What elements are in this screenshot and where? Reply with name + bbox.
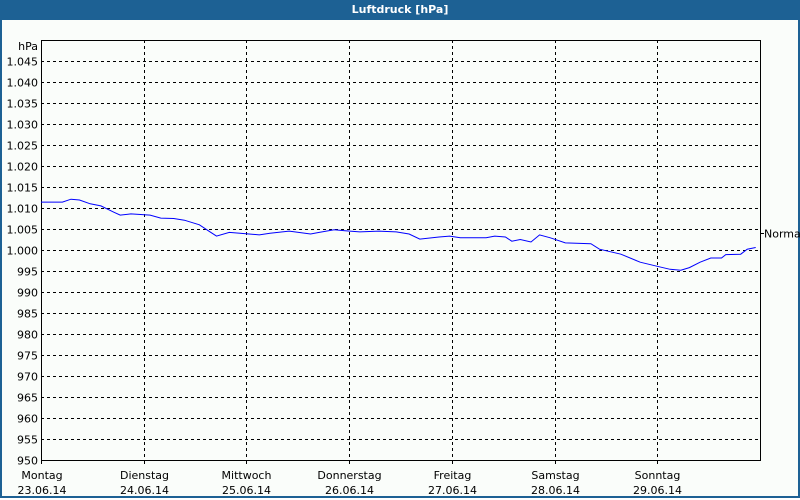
x-ticks: Montag 23.06.14 Dienstag 24.06.14 Mittwoch 25… (18, 460, 682, 497)
y-tick-label: 970 (17, 371, 38, 384)
y-tick-label: 975 (17, 350, 38, 363)
y-tick-label: 1.035 (7, 98, 39, 111)
y-tick-label: 1.010 (7, 203, 39, 216)
x-tick-day: Donnerstag (317, 469, 381, 482)
y-tick-label: 1.045 (7, 56, 39, 69)
x-tick-date: 26.06.14 (325, 484, 374, 497)
x-tick-date: 23.06.14 (18, 484, 67, 497)
x-tick-date: 27.06.14 (428, 484, 477, 497)
plot-frame (41, 40, 761, 461)
y-tick-label: 1.000 (7, 245, 39, 258)
x-tick-day: Montag (21, 469, 62, 482)
y-tick-label: 1.020 (7, 161, 39, 174)
x-tick-day: Freitag (434, 469, 472, 482)
window-title: Luftdruck [hPa] (0, 0, 800, 20)
x-tick-day: Dienstag (120, 469, 169, 482)
x-tick-date: 25.06.14 (222, 484, 271, 497)
y-tick-label: 1.040 (7, 77, 39, 90)
x-tick-day: Mittwoch (222, 469, 272, 482)
x-tick-date: 29.06.14 (633, 484, 682, 497)
y-tick-label: 995 (17, 266, 38, 279)
x-tick-day: Samstag (531, 469, 579, 482)
grid (41, 40, 760, 460)
y-tick-label: 1.015 (7, 182, 39, 195)
y-tick-label: 950 (17, 455, 38, 468)
pressure-line (41, 198, 756, 271)
y-axis-label: hPa (18, 40, 38, 53)
y-tick-label: 990 (17, 287, 38, 300)
y-ticks: 950 955 960 965 970 975 980 985 990 995 1.000 1.005… (7, 56, 39, 468)
normal-label: Normal (764, 228, 800, 241)
y-tick-label: 965 (17, 392, 38, 405)
x-tick-date: 28.06.14 (531, 484, 580, 497)
reference-marker: Normal (760, 228, 800, 241)
x-tick-day: Sonntag (635, 469, 681, 482)
y-tick-label: 985 (17, 308, 38, 321)
y-tick-label: 1.025 (7, 140, 39, 153)
x-tick-date: 24.06.14 (120, 484, 169, 497)
y-tick-label: 1.005 (7, 224, 39, 237)
y-tick-label: 960 (17, 413, 38, 426)
y-tick-label: 955 (17, 434, 38, 447)
y-tick-label: 980 (17, 329, 38, 342)
y-tick-label: 1.030 (7, 119, 39, 132)
